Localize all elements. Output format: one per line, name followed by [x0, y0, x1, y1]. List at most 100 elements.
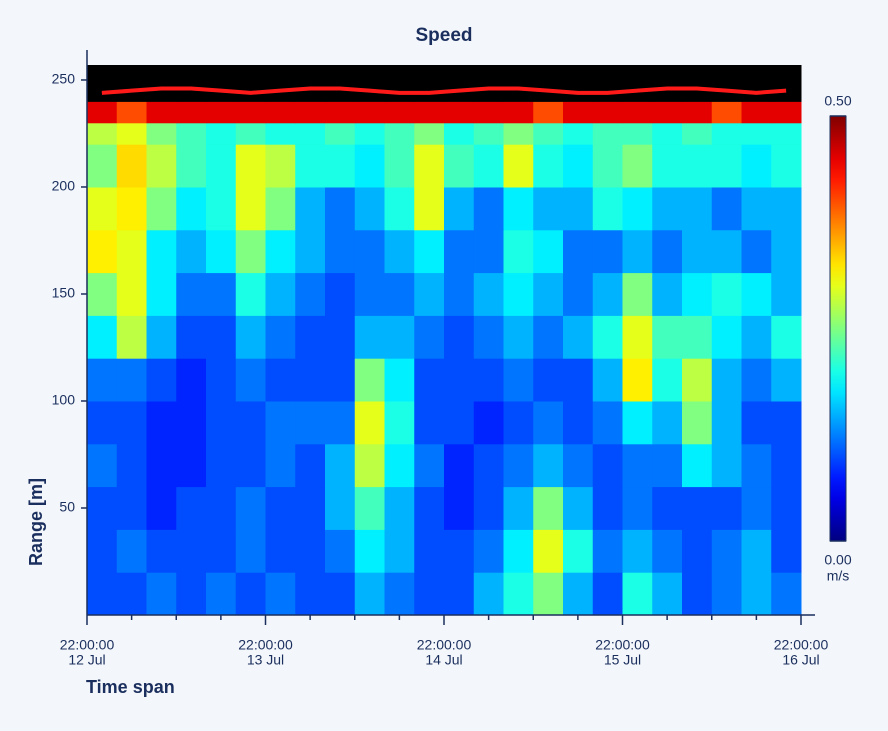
heat-cell	[711, 186, 742, 231]
heat-cell	[146, 358, 177, 402]
chart-title: Speed	[415, 25, 472, 46]
heat-cell	[354, 358, 385, 402]
heat-cell	[652, 229, 683, 274]
heat-cell	[741, 229, 772, 274]
heat-cell	[206, 101, 237, 124]
heat-cell	[265, 229, 296, 274]
no-data-cell	[295, 65, 326, 102]
heat-cell	[563, 358, 594, 402]
heat-cell	[592, 101, 623, 124]
heat-cell	[87, 315, 118, 359]
heat-cell	[533, 572, 564, 616]
heat-cell	[414, 486, 445, 530]
heat-cell	[771, 400, 802, 445]
heat-cell	[711, 529, 742, 573]
heat-cell	[741, 443, 772, 488]
heat-cell	[533, 358, 564, 402]
heat-cell	[563, 529, 594, 573]
x-tick-date: 12 Jul	[68, 652, 105, 668]
no-data-cell	[503, 65, 534, 102]
heat-cell	[414, 186, 445, 231]
heat-cell	[473, 272, 504, 316]
heat-cell	[295, 486, 326, 530]
heat-cell	[563, 400, 594, 445]
heat-cell	[354, 144, 385, 188]
heat-cell	[711, 358, 742, 402]
heat-cell	[176, 101, 207, 124]
heat-cell	[473, 572, 504, 616]
heat-cell	[563, 186, 594, 231]
heat-cell	[533, 486, 564, 530]
heat-cell	[473, 186, 504, 231]
heat-cell	[682, 122, 713, 145]
heat-cell	[325, 315, 356, 359]
heat-cell	[265, 315, 296, 359]
heat-cell	[652, 529, 683, 573]
heat-cell	[622, 572, 653, 616]
colorbar-tick-label: 0.50	[824, 93, 851, 109]
heat-cell	[711, 486, 742, 530]
heat-cell	[473, 122, 504, 145]
heat-cell	[563, 229, 594, 274]
heat-cell	[503, 122, 534, 145]
heat-cell	[325, 400, 356, 445]
heat-cell	[325, 486, 356, 530]
heat-cell	[622, 358, 653, 402]
heat-cell	[235, 229, 266, 274]
heat-cell	[146, 572, 177, 616]
surface-line	[101, 86, 787, 95]
no-data-cell	[682, 65, 713, 102]
heat-cell	[354, 101, 385, 124]
heat-cell	[533, 315, 564, 359]
heat-cell	[176, 186, 207, 231]
heat-cell	[354, 229, 385, 274]
no-data-cell	[235, 65, 266, 102]
heat-cell	[87, 272, 118, 316]
heat-cell	[444, 443, 475, 488]
heat-cell	[563, 486, 594, 530]
y-tick-label: 50	[59, 499, 75, 515]
heat-cell	[354, 400, 385, 445]
heatmap	[87, 65, 802, 616]
heat-cell	[622, 101, 653, 124]
heat-cell	[444, 529, 475, 573]
heat-cell	[622, 229, 653, 274]
heat-cell	[116, 315, 147, 359]
heat-cell	[771, 572, 802, 616]
no-data-cell	[444, 65, 475, 102]
heat-cell	[206, 315, 237, 359]
heat-cell	[146, 186, 177, 231]
heat-cell	[384, 122, 415, 145]
x-tick-time: 22:00:00	[60, 637, 115, 653]
heat-cell	[176, 443, 207, 488]
heat-cell	[116, 400, 147, 445]
colorbar-unit: m/s	[827, 568, 850, 584]
heat-cell	[622, 186, 653, 231]
heat-cell	[146, 529, 177, 573]
heat-cell	[444, 186, 475, 231]
heat-cell	[711, 101, 742, 124]
heat-cell	[771, 443, 802, 488]
heat-cell	[295, 400, 326, 445]
heat-cell	[682, 529, 713, 573]
heat-cell	[592, 186, 623, 231]
heat-cell	[206, 486, 237, 530]
heat-cell	[116, 229, 147, 274]
heat-cell	[206, 400, 237, 445]
heat-cell	[265, 572, 296, 616]
x-tick-date: 16 Jul	[782, 652, 819, 668]
heat-cell	[682, 186, 713, 231]
heat-cell	[444, 486, 475, 530]
heat-cell	[592, 315, 623, 359]
heat-cell	[235, 443, 266, 488]
heat-cell	[384, 229, 415, 274]
heat-cell	[503, 144, 534, 188]
heat-cell	[116, 186, 147, 231]
heat-cell	[206, 144, 237, 188]
heat-cell	[444, 122, 475, 145]
heat-cell	[414, 101, 445, 124]
heat-cell	[652, 122, 683, 145]
heat-cell	[563, 272, 594, 316]
heat-cell	[503, 486, 534, 530]
heat-cell	[563, 101, 594, 124]
